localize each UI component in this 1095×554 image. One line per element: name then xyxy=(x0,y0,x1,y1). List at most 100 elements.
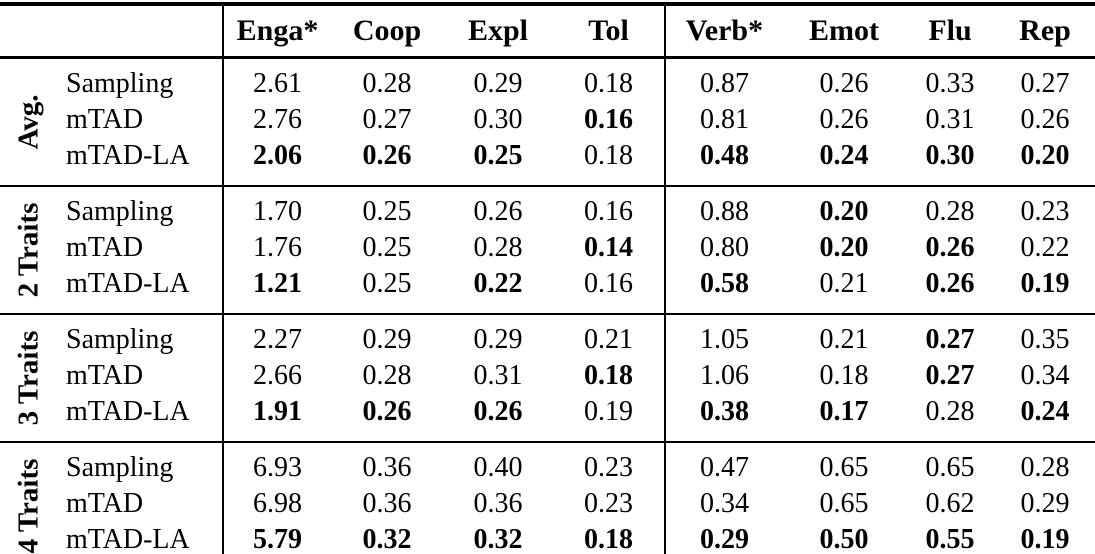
value-cell: 0.31 xyxy=(925,104,975,135)
value-cell: 0.26 xyxy=(925,232,975,263)
method-label: mTAD xyxy=(66,488,144,519)
value-cell: 0.19 xyxy=(1020,524,1070,554)
value-cell: 0.19 xyxy=(1020,268,1070,299)
value-cell: 0.21 xyxy=(819,268,869,299)
value-cell: 0.16 xyxy=(584,104,633,135)
value-cell: 0.18 xyxy=(819,360,869,391)
table-row: mTAD 2.66 0.28 0.31 0.18 1.06 0.18 0.27 0.34 xyxy=(0,358,1095,394)
table-row: mTAD-LA 5.79 0.32 0.32 0.18 0.29 0.50 0.55 0.19 xyxy=(0,522,1095,554)
value-cell: 0.50 xyxy=(819,524,869,554)
value-cell: 0.26 xyxy=(925,268,975,299)
value-cell: 0.23 xyxy=(584,452,633,483)
group-3-traits: 3 Traits Sampling 2.27 0.29 0.29 0.21 1.05 0.21… xyxy=(0,314,1095,442)
method-label: mTAD xyxy=(66,360,144,391)
group-4-traits: 4 Traits Sampling 6.93 0.36 0.40 0.23 0.47 0.65… xyxy=(0,442,1095,554)
value-cell: 5.79 xyxy=(222,522,331,554)
value-cell: 0.28 xyxy=(362,360,412,391)
method-label: Sampling xyxy=(66,324,174,355)
method-label: mTAD-LA xyxy=(66,524,190,554)
value-cell: 0.36 xyxy=(362,488,412,519)
header-cell-enga: Enga* xyxy=(222,4,331,58)
value-cell: 0.25 xyxy=(473,140,523,171)
value-cell: 0.27 xyxy=(925,324,975,355)
table-row: 2 Traits Sampling 1.70 0.25 0.26 0.16 0.88 0.20… xyxy=(0,186,1095,297)
value-cell: 0.16 xyxy=(584,196,633,227)
value-cell: 0.29 xyxy=(473,68,523,99)
table-row: 3 Traits Sampling 2.27 0.29 0.29 0.21 1.05 0.21… xyxy=(0,314,1095,425)
value-cell: 0.26 xyxy=(473,396,523,427)
table-row: 4 Traits Sampling 6.93 0.36 0.40 0.23 0.47 0.65… xyxy=(0,442,1095,553)
value-cell: 0.29 xyxy=(1020,488,1070,519)
value-cell: 0.28 xyxy=(925,396,975,427)
value-cell: 0.18 xyxy=(584,140,633,171)
value-cell: 0.22 xyxy=(473,268,523,299)
value-cell: 0.47 xyxy=(664,442,783,486)
value-cell: 0.16 xyxy=(584,268,633,299)
value-cell: 0.26 xyxy=(362,396,412,427)
header-cell-tol: Tol xyxy=(588,14,629,47)
table-row: mTAD-LA 1.21 0.25 0.22 0.16 0.58 0.21 0.26 0.19 xyxy=(0,266,1095,314)
value-cell: 0.29 xyxy=(473,324,523,355)
value-cell: 0.27 xyxy=(1020,68,1070,99)
value-cell: 0.31 xyxy=(473,360,523,391)
value-cell: 0.40 xyxy=(473,452,523,483)
value-cell: 6.93 xyxy=(222,442,331,486)
group-label-cell: 4 Traits xyxy=(0,442,58,554)
group-label-cell: 2 Traits xyxy=(0,186,58,314)
value-cell: 0.58 xyxy=(664,266,783,314)
header-cell-coop: Coop xyxy=(352,14,422,47)
value-cell: 0.33 xyxy=(925,68,975,99)
header-cell-emot: Emot xyxy=(809,14,879,47)
value-cell: 2.61 xyxy=(222,57,331,102)
value-cell: 0.24 xyxy=(1020,396,1070,427)
value-cell: 2.27 xyxy=(222,314,331,358)
method-label: Sampling xyxy=(66,452,174,483)
value-cell: 0.22 xyxy=(1020,232,1070,263)
value-cell: 0.27 xyxy=(362,104,412,135)
value-cell: 0.18 xyxy=(584,360,633,391)
value-cell: 0.17 xyxy=(819,396,869,427)
header-spacer-group xyxy=(0,4,58,58)
table-row: mTAD-LA 1.91 0.26 0.26 0.19 0.38 0.17 0.28 0.24 xyxy=(0,394,1095,442)
group-label-cell: Avg. xyxy=(0,58,58,187)
value-cell: 0.32 xyxy=(362,524,412,554)
value-cell: 0.30 xyxy=(473,104,523,135)
value-cell: 0.29 xyxy=(362,324,412,355)
group-label: 3 Traits xyxy=(12,330,45,426)
value-cell: 0.35 xyxy=(1020,324,1070,355)
value-cell: 0.23 xyxy=(584,488,633,519)
table-row: mTAD 2.76 0.27 0.30 0.16 0.81 0.26 0.31 0.26 xyxy=(0,102,1095,138)
header-cell-rep: Rep xyxy=(1019,14,1071,47)
header-cell-flu: Flu xyxy=(928,14,972,47)
value-cell: 0.26 xyxy=(473,196,523,227)
group-label-cell: 3 Traits xyxy=(0,314,58,442)
value-cell: 0.80 xyxy=(664,230,783,266)
value-cell: 0.26 xyxy=(1020,104,1070,135)
value-cell: 0.34 xyxy=(664,486,783,522)
value-cell: 0.25 xyxy=(362,232,412,263)
value-cell: 0.65 xyxy=(819,488,869,519)
value-cell: 0.32 xyxy=(473,524,523,554)
value-cell: 0.26 xyxy=(819,68,869,99)
value-cell: 0.19 xyxy=(584,396,633,427)
value-cell: 0.21 xyxy=(584,324,633,355)
value-cell: 0.48 xyxy=(664,138,783,186)
value-cell: 0.30 xyxy=(925,140,975,171)
header-row: Enga* Coop Expl Tol Verb* Emot Flu Rep xyxy=(0,4,1095,58)
method-label: Sampling xyxy=(66,196,174,227)
value-cell: 2.76 xyxy=(222,102,331,138)
method-label: mTAD xyxy=(66,104,144,135)
method-label: mTAD-LA xyxy=(66,268,190,299)
value-cell: 0.25 xyxy=(362,196,412,227)
value-cell: 0.62 xyxy=(925,488,975,519)
table-row: mTAD-LA 2.06 0.26 0.25 0.18 0.48 0.24 0.30 0.20 xyxy=(0,138,1095,186)
value-cell: 0.87 xyxy=(664,57,783,102)
value-cell: 6.98 xyxy=(222,486,331,522)
table-row: Avg. Sampling 2.61 0.28 0.29 0.18 0.87 0.26 0.33… xyxy=(0,57,1095,150)
group-label: 4 Traits xyxy=(12,458,45,554)
value-cell: 0.20 xyxy=(819,232,869,263)
value-cell: 1.06 xyxy=(664,358,783,394)
value-cell: 0.28 xyxy=(362,68,412,99)
value-cell: 0.18 xyxy=(584,68,633,99)
